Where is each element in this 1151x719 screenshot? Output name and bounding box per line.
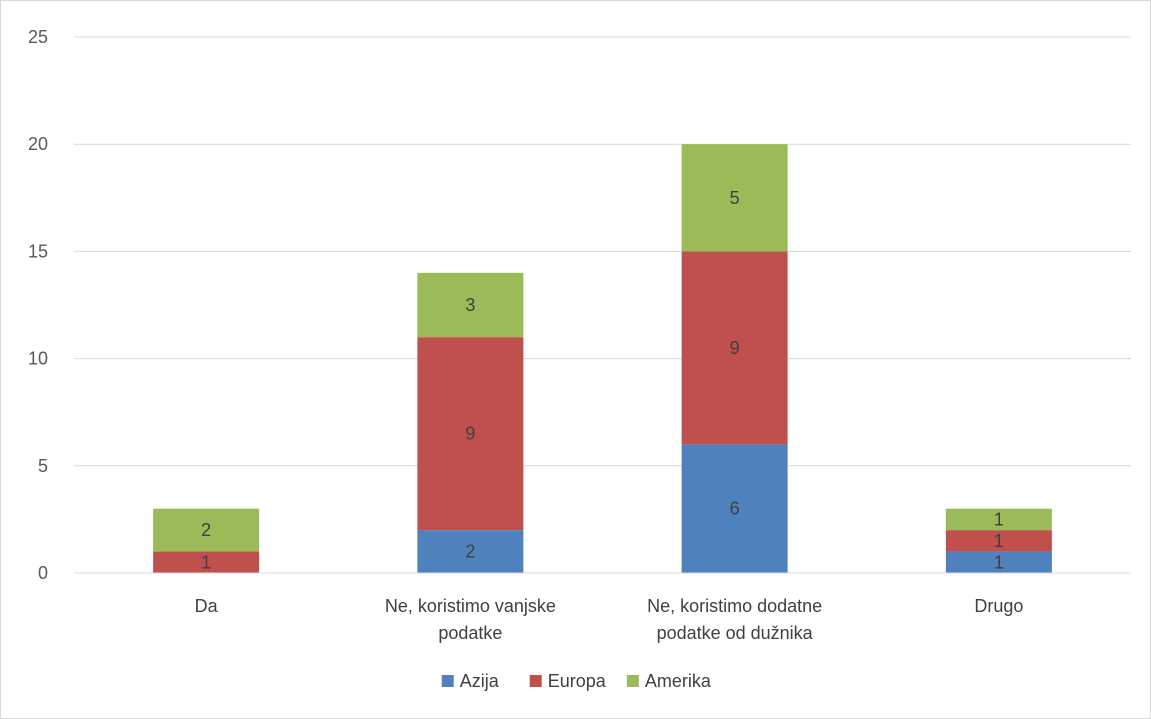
bar-europa-0 bbox=[153, 551, 260, 573]
legend: Azija Europa Amerika bbox=[441, 671, 712, 691]
bar-amerika-3 bbox=[945, 508, 1052, 531]
bar-azija-1 bbox=[417, 530, 524, 573]
data-label-europa-1: 9 bbox=[465, 424, 475, 444]
x-axis: Da Ne, koristimo vanjske podatke Ne, korist… bbox=[74, 572, 1131, 643]
gridlines bbox=[74, 36, 1131, 574]
y-tick-label-20: 20 bbox=[28, 134, 48, 154]
category-label-2-0: Ne, koristimo dodatne bbox=[647, 596, 822, 616]
bar-azija-3 bbox=[945, 551, 1052, 573]
data-label-amerika-0: 2 bbox=[201, 520, 211, 540]
data-label-azija-1: 2 bbox=[465, 542, 475, 562]
bar-azija-2 bbox=[681, 444, 788, 573]
y-tick-label-10: 10 bbox=[28, 349, 48, 369]
bar-europa-3 bbox=[945, 530, 1052, 552]
data-label-azija-2: 6 bbox=[730, 499, 740, 519]
category-label-2-1: podatke od dužnika bbox=[657, 623, 814, 643]
data-label-amerika-1: 3 bbox=[465, 295, 475, 315]
category-label-3-0: Drugo bbox=[974, 596, 1023, 616]
y-tick-label-0: 0 bbox=[38, 563, 48, 583]
legend-label-azija: Azija bbox=[460, 671, 500, 691]
legend-label-amerika: Amerika bbox=[645, 671, 712, 691]
data-label-azija-3: 1 bbox=[994, 552, 1004, 572]
y-tick-label-25: 25 bbox=[28, 27, 48, 47]
category-label-1-1: podatke bbox=[438, 623, 502, 643]
data-label-amerika-3: 1 bbox=[994, 509, 1004, 529]
data-label-europa-2: 9 bbox=[730, 338, 740, 358]
legend-swatch-azija bbox=[441, 675, 454, 687]
bar-amerika-2 bbox=[681, 144, 788, 252]
legend-swatch-europa bbox=[529, 675, 542, 687]
legend-label-europa: Europa bbox=[548, 671, 607, 691]
category-label-0-0: Da bbox=[195, 596, 219, 616]
y-tick-label-5: 5 bbox=[38, 456, 48, 476]
bar-amerika-1 bbox=[417, 272, 524, 338]
data-label-europa-0: 1 bbox=[201, 552, 211, 572]
y-axis-ticks: 0 5 10 15 20 25 bbox=[28, 27, 48, 583]
y-tick-label-15: 15 bbox=[28, 241, 48, 261]
bar-amerika-0 bbox=[153, 508, 260, 552]
category-label-1-0: Ne, koristimo vanjske bbox=[385, 596, 556, 616]
bar-europa-2 bbox=[681, 251, 788, 445]
legend-swatch-amerika bbox=[626, 675, 639, 687]
bar-europa-1 bbox=[417, 337, 524, 531]
data-label-europa-3: 1 bbox=[994, 531, 1004, 551]
data-label-amerika-2: 5 bbox=[730, 188, 740, 208]
